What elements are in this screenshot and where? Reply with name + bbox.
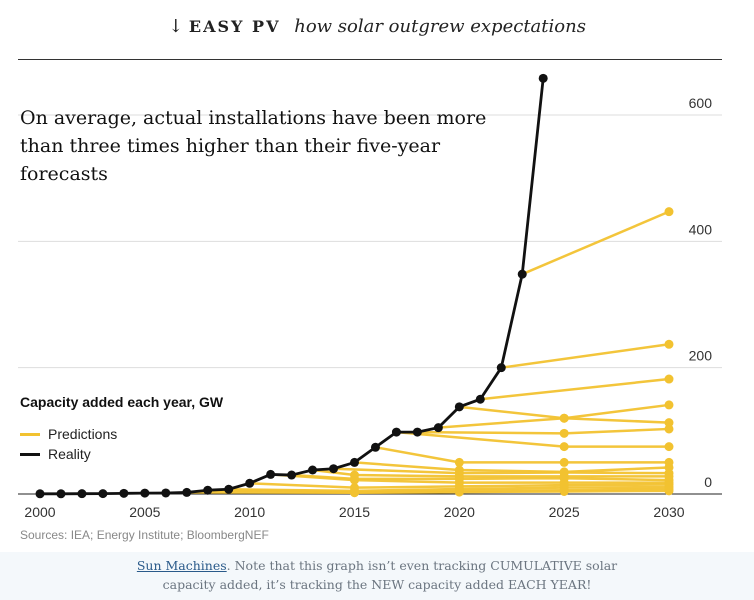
- reality-point-2010: [245, 478, 255, 488]
- x-tick-label-2000: 2000: [24, 504, 55, 520]
- prediction-line-0: [521, 210, 670, 276]
- legend-label-reality: Reality: [48, 446, 91, 462]
- prediction-point-4-1: [664, 418, 674, 428]
- reality-point-2020: [454, 402, 464, 412]
- reality-point-2018: [412, 427, 422, 437]
- caption-text: . Note that this graph isn’t even tracki…: [162, 558, 618, 592]
- reality-point-2013: [308, 465, 318, 475]
- reality-point-2000: [35, 489, 45, 499]
- prediction-line-1: [501, 343, 670, 369]
- reality-point-2015: [350, 457, 359, 467]
- x-tick-label-2010: 2010: [234, 504, 265, 520]
- prediction-point-5-1: [664, 424, 674, 434]
- legend-swatch-predictions: [20, 432, 40, 436]
- prediction-point-16-1: [454, 487, 464, 497]
- source-note: Sources: IEA; Energy Institute; Bloomber…: [20, 528, 269, 542]
- x-tick-label-2025: 2025: [549, 504, 580, 520]
- y-tick-label-0: 0: [704, 474, 712, 490]
- prediction-point-7-1: [559, 457, 569, 467]
- chart-headline: On average, actual installations have be…: [20, 107, 487, 185]
- reality-point-2004: [119, 488, 129, 498]
- line-chart: 0 200 400 600 2000 2005 2010 2015 2020 2025 2030: [18, 73, 722, 520]
- reality-point-2012: [287, 470, 297, 480]
- prediction-line-2: [480, 377, 670, 401]
- prediction-point-1-0: [664, 339, 674, 349]
- prediction-point-4-0: [559, 413, 569, 423]
- reality-point-2011: [266, 469, 276, 479]
- down-arrow-icon: ↓: [168, 16, 184, 37]
- reality-point-2005: [140, 488, 150, 498]
- y-tick-label-600: 600: [689, 95, 713, 111]
- reality-point-2003: [98, 489, 108, 499]
- y-tick-label-200: 200: [689, 348, 713, 364]
- prediction-point-0-0: [664, 207, 674, 217]
- header-divider: [18, 59, 722, 60]
- reality-point-2009: [224, 484, 234, 494]
- prediction-point-5-0: [559, 428, 569, 438]
- legend-swatch-reality: [20, 452, 40, 456]
- sun-machines-link[interactable]: Sun Machines: [136, 558, 227, 573]
- reality-point-2024: [538, 73, 548, 83]
- header: ↓ EASY PV how solar outgrew expectations: [0, 16, 754, 37]
- y-tick-label-400: 400: [689, 221, 713, 237]
- prediction-point-7-0: [454, 457, 464, 467]
- brand-label: EASY PV: [188, 17, 281, 36]
- prediction-point-6-1: [664, 442, 674, 452]
- x-tick-label-2030: 2030: [653, 504, 684, 520]
- prediction-point-2-0: [664, 374, 674, 384]
- legend-item-reality: Reality: [20, 446, 91, 462]
- header-subtitle: how solar outgrew expectations: [294, 16, 586, 37]
- reality-point-2014: [329, 464, 339, 474]
- legend-item-predictions: Predictions: [20, 426, 117, 442]
- reality-point-2019: [433, 423, 443, 433]
- reality-point-2007: [182, 487, 192, 497]
- prediction-line-4: [438, 416, 670, 429]
- prediction-point-3-1: [664, 400, 674, 410]
- legend-title: Capacity added each year, GW: [20, 394, 224, 410]
- x-tick-label-2015: 2015: [339, 504, 370, 520]
- reality-point-2022: [496, 363, 506, 373]
- caption: Sun Machines. Note that this graph isn’t…: [127, 556, 627, 594]
- prediction-line-9: [333, 467, 670, 475]
- reality-point-2002: [77, 489, 87, 499]
- legend-label-predictions: Predictions: [48, 426, 118, 442]
- reality-point-2016: [370, 442, 380, 452]
- reality-point-2017: [391, 427, 401, 437]
- reality-point-2008: [203, 485, 213, 495]
- prediction-line-7: [375, 446, 669, 464]
- reality-point-2023: [517, 269, 527, 279]
- reality-point-2006: [161, 488, 171, 498]
- prediction-line-8: [354, 461, 670, 474]
- x-tick-label-2020: 2020: [444, 504, 475, 520]
- chart-card: [0, 0, 754, 552]
- prediction-line-5: [417, 427, 670, 435]
- prediction-point-12-0: [350, 475, 359, 485]
- prediction-point-16-3: [664, 486, 674, 496]
- reality-point-2001: [56, 489, 66, 499]
- prediction-point-16-2: [559, 486, 569, 496]
- x-tick-label-2005: 2005: [129, 504, 160, 520]
- prediction-point-6-0: [559, 442, 569, 452]
- prediction-point-16-0: [350, 488, 359, 498]
- reality-point-2021: [475, 394, 485, 404]
